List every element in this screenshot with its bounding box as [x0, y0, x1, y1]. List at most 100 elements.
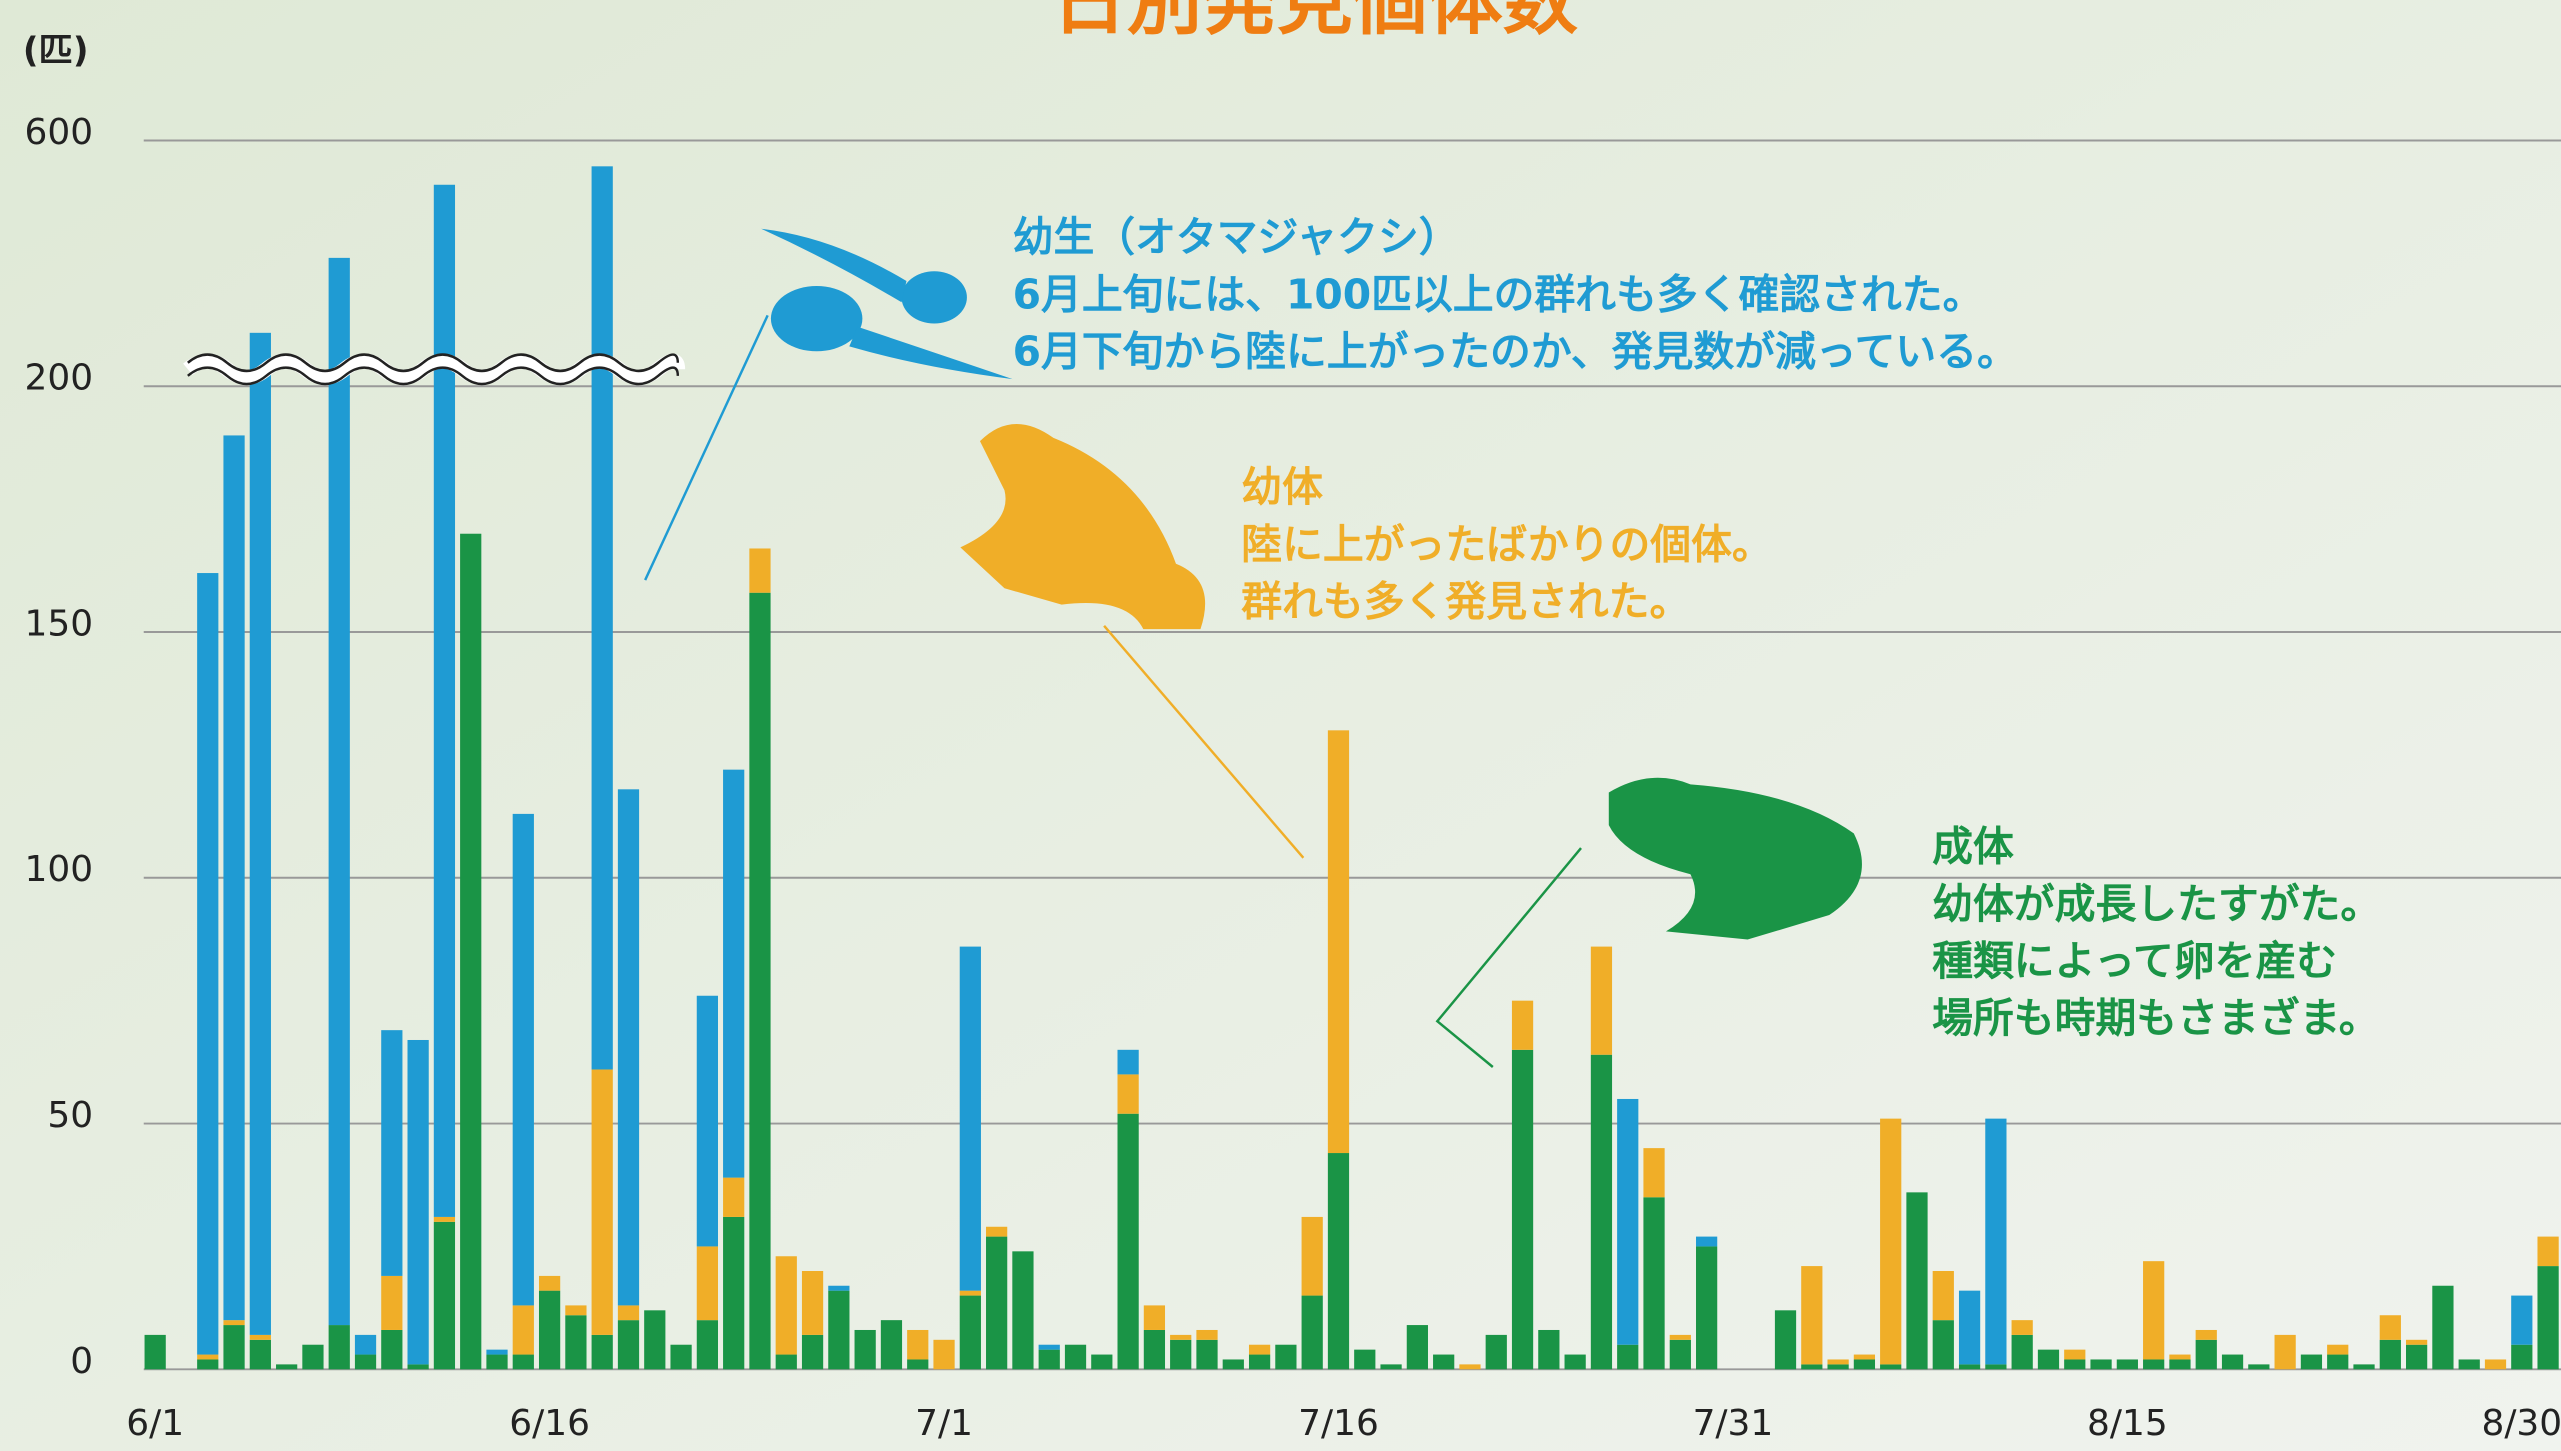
bar-segment — [1170, 1340, 1191, 1369]
bar-segment — [828, 1286, 849, 1291]
bar-segment — [434, 1217, 455, 1222]
annotation-line: 6月上旬には、100匹以上の群れも多く確認された。 — [1013, 270, 1984, 318]
bar-segment — [2406, 1345, 2427, 1370]
bar-segment — [1170, 1335, 1191, 1340]
y-tick-label: 100 — [25, 849, 94, 890]
bar-segment — [1854, 1355, 1875, 1360]
bar-segment — [960, 1296, 981, 1370]
bar-segment — [1985, 1119, 2006, 1365]
bar-segment — [855, 1330, 876, 1369]
bar-segment — [2196, 1330, 2217, 1340]
bar-segment — [2537, 1266, 2558, 1369]
bar-segment — [1249, 1345, 1270, 1355]
bar-segment — [2327, 1345, 2348, 1355]
bar-segment — [1196, 1340, 1217, 1369]
bar-segment — [1091, 1355, 1112, 1370]
bar-segment — [1328, 1153, 1349, 1369]
page: 日別発見個体数 (匹) 0501001502006006/16/167/17/1… — [0, 0, 2561, 1451]
bar-segment — [1144, 1305, 1165, 1330]
bar-segment — [381, 1030, 402, 1276]
bar-segment — [697, 996, 718, 1247]
bar-segment — [776, 1355, 797, 1370]
bar-segment — [749, 593, 770, 1370]
bar-segment — [2301, 1355, 2322, 1370]
y-tick-label: 150 — [25, 603, 94, 644]
bar-segment — [1012, 1251, 1033, 1369]
bar-segment — [1039, 1345, 1060, 1350]
bar-segment — [1933, 1320, 1954, 1369]
bar-segment — [539, 1291, 560, 1370]
bar-segment — [907, 1359, 928, 1369]
bar-segment — [2537, 1237, 2558, 1266]
y-tick-label: 0 — [70, 1341, 93, 1382]
bar-segment — [1433, 1355, 1454, 1370]
bar-segment — [329, 258, 350, 1325]
bar-segment — [1985, 1364, 2006, 1369]
bar-segment — [1512, 1001, 1533, 1050]
bar-segment — [408, 1364, 429, 1369]
bar-segment — [2222, 1355, 2243, 1370]
bar-segment — [1117, 1114, 1138, 1370]
bar-segment — [276, 1364, 297, 1369]
y-tick-label: 200 — [25, 358, 94, 399]
bar-segment — [697, 1246, 718, 1320]
bar-segment — [1117, 1074, 1138, 1113]
bar-segment — [2064, 1350, 2085, 1360]
bar-segment — [618, 1305, 639, 1320]
bar-segment — [565, 1305, 586, 1315]
bar-segment — [2248, 1364, 2269, 1369]
bar-segment — [618, 789, 639, 1305]
bar-segment — [223, 435, 244, 1320]
x-tick-label: 6/16 — [509, 1403, 590, 1444]
bar-segment — [2327, 1355, 2348, 1370]
bar-segment — [1302, 1217, 1323, 1296]
bar-segment — [2406, 1340, 2427, 1345]
bar-segment — [1065, 1345, 1086, 1370]
bar-segment — [2169, 1359, 2190, 1369]
bar-segment — [802, 1335, 823, 1369]
bar-segment — [670, 1345, 691, 1370]
bar-segment — [1959, 1291, 1980, 1365]
bar-segment — [2012, 1320, 2033, 1335]
bar-segment — [1880, 1119, 1901, 1365]
bar-segment — [907, 1330, 928, 1359]
bar-segment — [1801, 1364, 1822, 1369]
bar-segment — [486, 1350, 507, 1355]
bar-segment — [565, 1315, 586, 1369]
bar-segment — [749, 548, 770, 592]
bar-segment — [1275, 1345, 1296, 1370]
x-tick-label: 8/15 — [2087, 1403, 2168, 1444]
bar-segment — [1643, 1197, 1664, 1369]
annotation-line: 種類によって卵を産む — [1932, 937, 2337, 985]
x-tick-label: 8/30 — [2481, 1403, 2561, 1444]
annotation-line: 場所も時期もさまざま。 — [1932, 994, 2379, 1042]
annotation-line: 陸に上がったばかりの個体。 — [1241, 520, 1772, 568]
bar-segment — [592, 1335, 613, 1369]
bar-segment — [960, 947, 981, 1291]
bar-segment — [697, 1320, 718, 1369]
bar-segment — [329, 1325, 350, 1369]
annotation-line: 群れも多く発見された。 — [1241, 578, 1690, 626]
bar-segment — [513, 1355, 534, 1370]
bar-segment — [460, 534, 481, 1370]
chart-title: 日別発見個体数 — [1052, 0, 1579, 45]
bar-segment — [1223, 1359, 1244, 1369]
bar-segment — [381, 1330, 402, 1369]
bar-segment — [723, 1217, 744, 1369]
series-name: 成体 — [1932, 823, 2014, 871]
bar-segment — [250, 333, 271, 1335]
x-tick-label: 7/1 — [915, 1403, 973, 1444]
bar-segment — [223, 1320, 244, 1325]
bar-segment — [986, 1227, 1007, 1237]
bar-segment — [2275, 1335, 2296, 1369]
bar-segment — [1328, 730, 1349, 1153]
series-name: 幼生（オタマジャクシ） — [1013, 213, 1460, 261]
bar-segment — [1354, 1350, 1375, 1370]
bar-segment — [1775, 1310, 1796, 1369]
bar-segment — [2380, 1315, 2401, 1340]
bar-segment — [1117, 1050, 1138, 1075]
bar-segment — [1827, 1359, 1848, 1364]
bar-segment — [986, 1237, 1007, 1370]
bar-segment — [302, 1345, 323, 1370]
bar-segment — [1249, 1355, 1270, 1370]
